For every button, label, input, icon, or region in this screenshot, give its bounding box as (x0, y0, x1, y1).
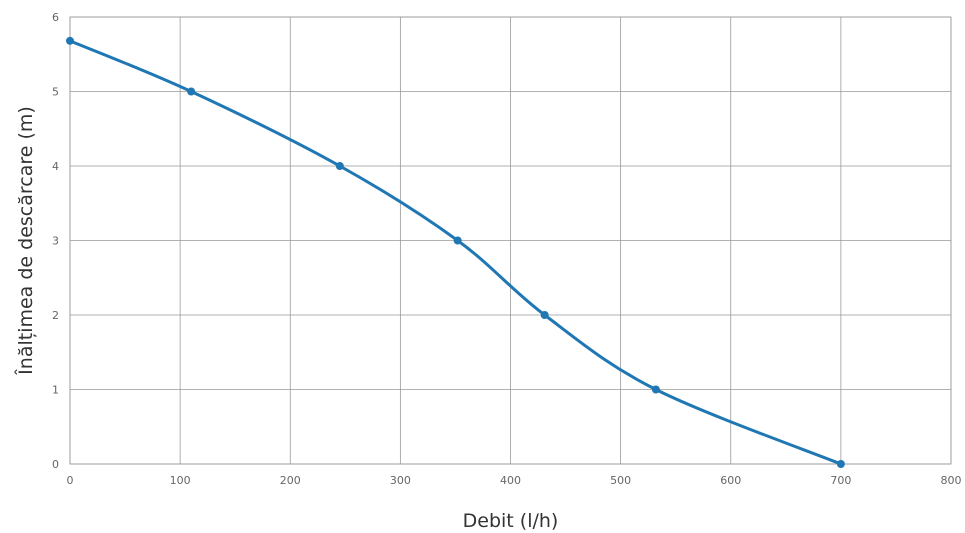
y-tick-label-0: 0 (52, 458, 59, 471)
x-axis-title: Debit (l/h) (463, 510, 559, 532)
x-tick-label-0: 0 (67, 474, 74, 487)
y-tick-label-1: 1 (52, 384, 59, 397)
data-point-3 (453, 236, 462, 245)
x-tick-label-5: 500 (610, 474, 631, 487)
y-tick-label-3: 3 (52, 235, 59, 248)
y-tick-label-6: 6 (52, 11, 59, 24)
x-tick-label-2: 200 (280, 474, 301, 487)
x-tick-label-3: 300 (390, 474, 411, 487)
x-tick-label-1: 100 (170, 474, 191, 487)
data-point-4 (540, 311, 549, 319)
data-point-2 (335, 162, 344, 170)
y-tick-label-2: 2 (52, 309, 59, 322)
data-point-1 (187, 87, 196, 96)
y-tick-label-5: 5 (52, 86, 59, 99)
x-tick-label-6: 600 (720, 474, 741, 487)
x-tick-label-7: 700 (830, 474, 851, 487)
y-tick-label-4: 4 (52, 160, 59, 173)
x-tick-label-8: 800 (941, 474, 962, 487)
x-tick-label-4: 400 (500, 474, 521, 487)
x-axis-ticks: 0 100 200 300 400 500 600 700 800 (67, 474, 962, 487)
data-point-0 (66, 36, 74, 45)
series-layer (66, 36, 845, 468)
plot-area-border (69, 16, 952, 465)
y-axis-ticks: 0 1 2 3 4 5 6 (52, 11, 59, 471)
data-point-6 (836, 460, 845, 468)
data-point-5 (651, 385, 660, 394)
grid (69, 16, 952, 465)
y-axis-title: Înălțimea de descărcare (m) (14, 106, 37, 376)
series-line-0 (68, 39, 843, 466)
